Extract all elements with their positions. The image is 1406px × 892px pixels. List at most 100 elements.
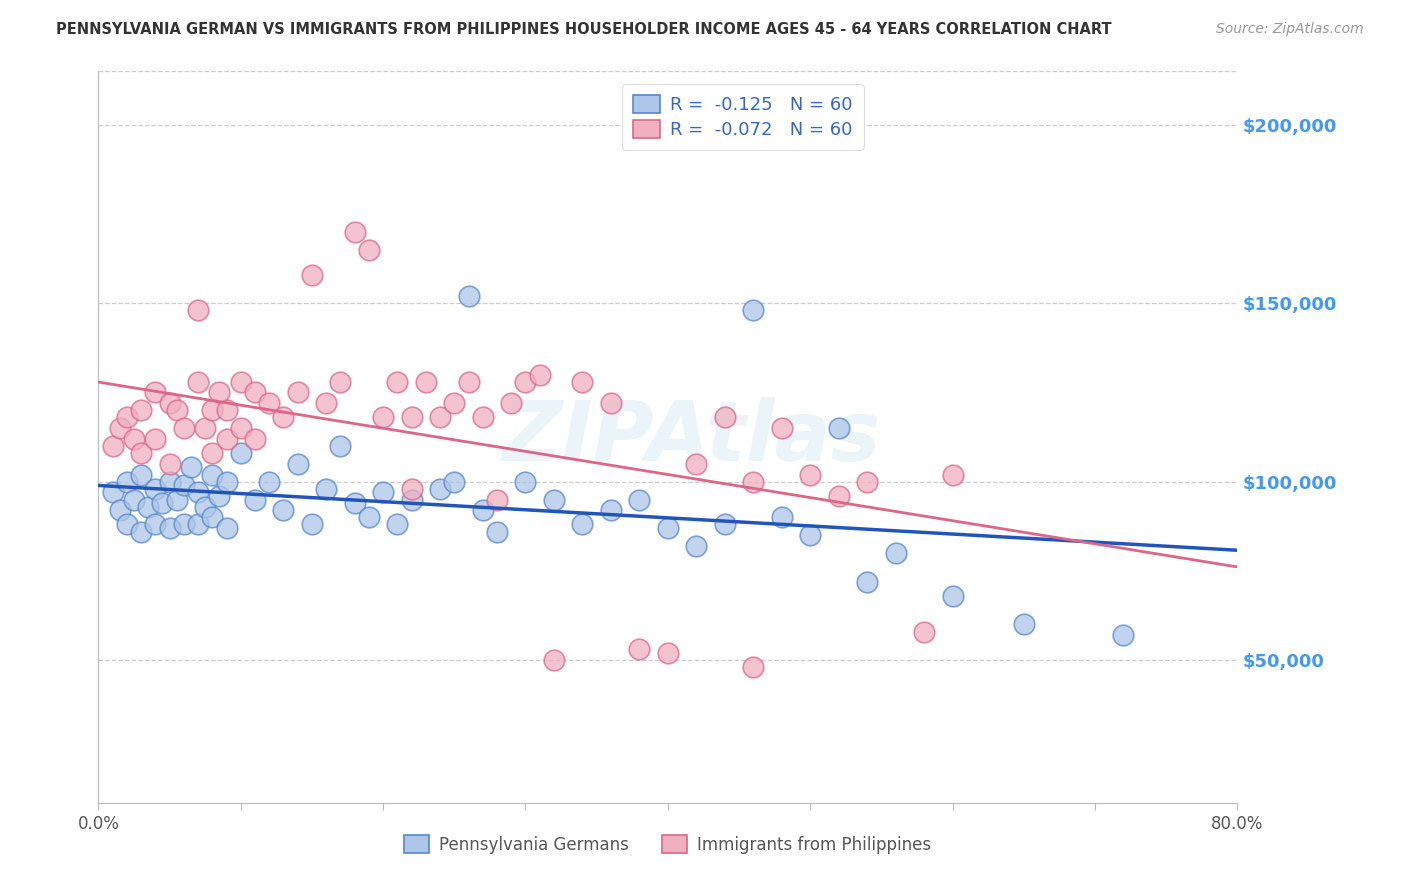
Point <box>187 303 209 318</box>
Point <box>129 467 152 482</box>
Point <box>884 546 907 560</box>
Point <box>166 403 188 417</box>
Text: PENNSYLVANIA GERMAN VS IMMIGRANTS FROM PHILIPPINES HOUSEHOLDER INCOME AGES 45 - : PENNSYLVANIA GERMAN VS IMMIGRANTS FROM P… <box>56 22 1112 37</box>
Point <box>115 517 138 532</box>
Point <box>457 289 479 303</box>
Point <box>145 385 167 400</box>
Point <box>115 410 138 425</box>
Point <box>201 467 224 482</box>
Point <box>343 496 366 510</box>
Point <box>357 243 380 257</box>
Point <box>229 421 252 435</box>
Point <box>215 432 238 446</box>
Point <box>628 492 651 507</box>
Point <box>129 446 152 460</box>
Point <box>401 492 423 507</box>
Point <box>108 421 131 435</box>
Point <box>443 475 465 489</box>
Point <box>301 268 323 282</box>
Point <box>1012 617 1035 632</box>
Point <box>108 503 131 517</box>
Point <box>373 410 395 425</box>
Point <box>101 439 124 453</box>
Point <box>415 375 437 389</box>
Point <box>457 375 479 389</box>
Point <box>942 589 965 603</box>
Point <box>129 524 152 539</box>
Point <box>159 396 181 410</box>
Point <box>166 492 188 507</box>
Point <box>486 524 509 539</box>
Legend: Pennsylvania Germans, Immigrants from Philippines: Pennsylvania Germans, Immigrants from Ph… <box>398 829 938 860</box>
Point <box>243 385 266 400</box>
Point <box>201 403 224 417</box>
Point <box>122 492 145 507</box>
Point <box>194 500 217 514</box>
Point <box>600 503 623 517</box>
Point <box>329 375 352 389</box>
Point <box>600 396 623 410</box>
Point <box>101 485 124 500</box>
Point <box>122 432 145 446</box>
Point <box>799 528 821 542</box>
Point <box>129 403 152 417</box>
Point <box>373 485 395 500</box>
Point <box>315 482 337 496</box>
Point <box>1112 628 1135 642</box>
Point <box>187 485 209 500</box>
Point <box>259 475 281 489</box>
Point <box>856 574 879 589</box>
Point <box>159 475 181 489</box>
Point <box>357 510 380 524</box>
Point <box>856 475 879 489</box>
Point <box>543 653 565 667</box>
Point <box>136 500 159 514</box>
Point <box>229 446 252 460</box>
Point <box>401 482 423 496</box>
Point <box>287 385 309 400</box>
Point <box>187 517 209 532</box>
Point <box>429 482 451 496</box>
Point <box>259 396 281 410</box>
Point <box>173 517 195 532</box>
Point <box>115 475 138 489</box>
Point <box>657 646 679 660</box>
Text: Source: ZipAtlas.com: Source: ZipAtlas.com <box>1216 22 1364 37</box>
Point <box>208 385 231 400</box>
Point <box>301 517 323 532</box>
Point <box>942 467 965 482</box>
Point <box>201 510 224 524</box>
Point <box>742 303 765 318</box>
Point <box>194 421 217 435</box>
Point <box>685 457 707 471</box>
Point <box>387 375 409 389</box>
Point <box>401 410 423 425</box>
Point <box>208 489 231 503</box>
Point <box>273 410 295 425</box>
Point <box>145 432 167 446</box>
Point <box>343 225 366 239</box>
Point <box>159 457 181 471</box>
Point <box>471 410 494 425</box>
Point <box>243 432 266 446</box>
Point <box>685 539 707 553</box>
Point <box>145 517 167 532</box>
Point <box>215 521 238 535</box>
Point <box>543 492 565 507</box>
Point <box>287 457 309 471</box>
Point <box>799 467 821 482</box>
Point <box>173 421 195 435</box>
Point <box>628 642 651 657</box>
Point <box>571 375 593 389</box>
Point <box>159 521 181 535</box>
Point <box>329 439 352 453</box>
Point <box>828 421 851 435</box>
Point <box>243 492 266 507</box>
Point <box>429 410 451 425</box>
Point <box>145 482 167 496</box>
Text: ZIPAtlas: ZIPAtlas <box>501 397 880 477</box>
Point <box>471 503 494 517</box>
Point <box>770 510 793 524</box>
Point <box>486 492 509 507</box>
Point <box>742 660 765 674</box>
